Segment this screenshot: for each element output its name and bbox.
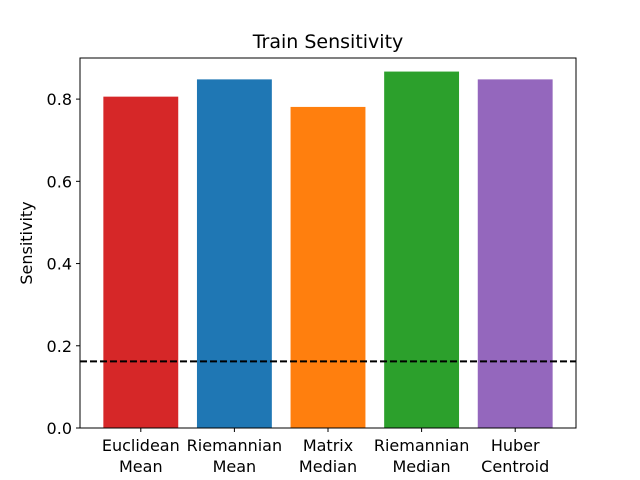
y-tick-label: 0.8 xyxy=(47,90,72,109)
y-axis-label: Sensitivity xyxy=(17,201,36,284)
x-tick-label: Euclidean Mean xyxy=(102,436,180,476)
x-tick-label: Huber Centroid xyxy=(481,436,549,476)
bar-huber-centroid xyxy=(477,79,553,428)
bar-matrix-median xyxy=(290,106,366,428)
bar-euclidean-mean xyxy=(103,96,179,429)
bar-riemannian-mean xyxy=(196,79,272,428)
bar-riemannian-median xyxy=(384,71,460,429)
y-tick-label: 0.4 xyxy=(47,255,72,274)
y-tick-label: 0.2 xyxy=(47,337,72,356)
y-axis: 0.0 0.2 0.4 0.6 0.8 xyxy=(47,90,80,438)
x-tick-label: Riemannian Mean xyxy=(187,436,282,476)
bars-group xyxy=(103,71,553,429)
chart-title: Train Sensitivity xyxy=(252,31,404,53)
x-tick-label: Matrix Median xyxy=(299,436,357,476)
plot-frame xyxy=(79,57,577,429)
y-tick-label: 0.6 xyxy=(47,172,72,191)
y-tick-label: 0.0 xyxy=(47,419,72,438)
x-tick-label: Riemannian Median xyxy=(374,436,469,476)
